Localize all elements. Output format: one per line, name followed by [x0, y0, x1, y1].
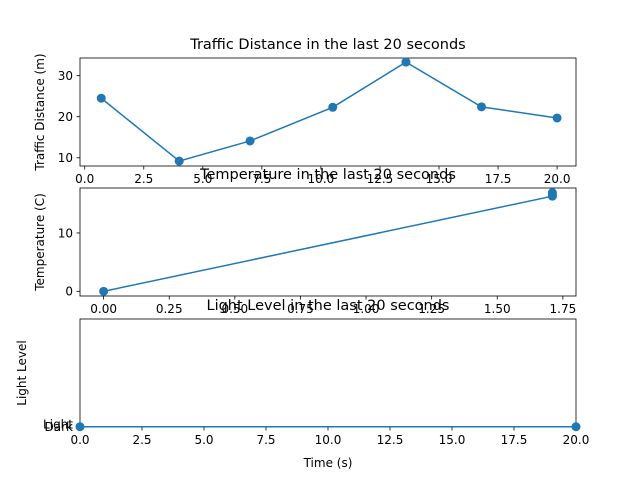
- traffic-x-tick-label: 12.5: [367, 172, 394, 186]
- traffic-y-tick-label: 20: [58, 110, 73, 124]
- traffic-x-tick-label: 2.5: [134, 172, 153, 186]
- traffic-data-point: [552, 113, 562, 123]
- traffic-x-tick-label: 10.0: [308, 172, 335, 186]
- light-level-x-tick-label: 20.0: [563, 433, 590, 447]
- temperature-x-tick-label: 0.50: [221, 302, 248, 316]
- temperature-x-tick-label: 0.00: [90, 302, 117, 316]
- temperature-x-tick-label: 0.75: [287, 302, 314, 316]
- traffic-data-point: [328, 102, 338, 112]
- temperature-y-tick-label: 0: [65, 285, 73, 299]
- light-level-chart-title: Light Level in the last 20 seconds: [206, 298, 449, 314]
- temperature-x-tick-label: 1.25: [418, 302, 445, 316]
- traffic-y-axis-label: Traffic Distance (m): [33, 53, 47, 171]
- light-level-x-tick-label: 0.0: [70, 433, 89, 447]
- light-level-x-tick-label: 15.0: [439, 433, 466, 447]
- light-level-x-tick-label: 12.5: [377, 433, 404, 447]
- temperature-chart-title: Temperature in the last 20 seconds: [199, 167, 456, 183]
- traffic-x-tick-label: 15.0: [426, 172, 453, 186]
- temperature-y-axis-label: Temperature (C): [33, 193, 47, 292]
- traffic-axes-frame: [79, 57, 577, 167]
- light-level-y-axis-label: Light Level: [15, 340, 29, 405]
- temperature-x-tick-label: 1.50: [484, 302, 511, 316]
- light-level-y-tick-label: Dark: [45, 420, 74, 434]
- traffic-x-tick-label: 7.5: [252, 172, 271, 186]
- light-level-y-tick-label: Light: [43, 418, 73, 432]
- temperature-axes-frame: [79, 187, 577, 297]
- light-level-x-tick-label: 17.5: [501, 433, 528, 447]
- temperature-y-tick-label: 10: [58, 226, 73, 240]
- traffic-data-point: [401, 57, 411, 67]
- temperature-x-tick-label: 0.25: [156, 302, 183, 316]
- traffic-data-point: [174, 156, 184, 166]
- traffic-chart-title: Traffic Distance in the last 20 seconds: [189, 37, 466, 53]
- traffic-distance-chart: 0.0 2.5 5.0 7.5 10.0 12.5 15.0 17.5 20.0 10 20 30 Tr…: [33, 37, 577, 186]
- traffic-x-tick-label: 0.0: [75, 172, 94, 186]
- temperature-chart: 0.00 0.25 0.50 0.75 1.00 1.25 1.50 1.75 0 10 Tempe…: [33, 167, 577, 316]
- temperature-data-point: [547, 188, 557, 198]
- light-level-chart: 0.0 2.5 5.0 7.5 10.0 12.5 15.0 17.5 20.0DarkLigh…: [15, 298, 589, 470]
- temperature-data-point: [99, 286, 109, 296]
- traffic-data-point: [96, 93, 106, 103]
- traffic-data-point: [245, 136, 255, 146]
- light-level-x-tick-label: 2.5: [132, 433, 151, 447]
- traffic-y-tick-label: 30: [58, 69, 73, 83]
- light-level-x-axis-label: Time (s): [303, 456, 353, 470]
- light-level-x-tick-label: 5.0: [194, 433, 213, 447]
- light-level-x-tick-label: 7.5: [256, 433, 275, 447]
- light-level-data-point: [75, 422, 85, 432]
- light-level-data-point: [571, 422, 581, 432]
- temperature-x-tick-label: 1.00: [353, 302, 380, 316]
- traffic-x-tick-label: 17.5: [485, 172, 512, 186]
- traffic-x-tick-label: 20.0: [544, 172, 571, 186]
- temperature-x-tick-label: 1.75: [550, 302, 577, 316]
- traffic-x-tick-label: 5.0: [193, 172, 212, 186]
- light-level-x-tick-label: 10.0: [315, 433, 342, 447]
- traffic-y-tick-label: 10: [58, 151, 73, 165]
- traffic-data-point: [477, 102, 487, 112]
